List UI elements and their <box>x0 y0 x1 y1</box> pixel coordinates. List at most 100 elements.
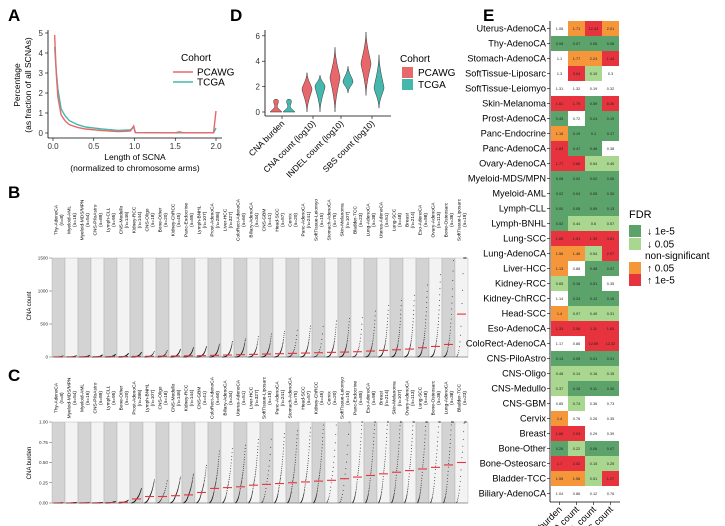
heatmap-cell <box>585 471 602 486</box>
facet-panel <box>77 257 92 358</box>
facet-label: Breast <box>379 390 385 405</box>
row-label: Myeloid-AML <box>492 189 546 199</box>
data-point <box>420 482 422 484</box>
facet-panel <box>350 421 365 504</box>
data-point <box>461 457 463 459</box>
data-point <box>333 456 335 458</box>
cell-value: 1.27 <box>607 477 614 481</box>
data-point <box>205 348 207 349</box>
data-point <box>231 345 232 347</box>
data-point <box>302 497 304 499</box>
data-point <box>383 348 385 350</box>
data-point <box>240 485 242 487</box>
legend-label: TCGA <box>418 80 446 91</box>
heatmap-cell <box>602 231 619 246</box>
data-point <box>151 354 153 356</box>
data-point <box>243 345 245 347</box>
heatmap-cell <box>568 36 585 51</box>
heatmap-cell <box>551 486 568 501</box>
data-point <box>361 317 363 319</box>
data-point <box>238 494 240 496</box>
data-point <box>270 333 272 335</box>
heatmap-cell <box>568 111 585 126</box>
legend-label: non-significant <box>645 251 710 262</box>
heatmap-cell <box>602 111 619 126</box>
cell-value: 0.86 <box>573 342 580 346</box>
facet-count: (n=241) <box>280 389 286 406</box>
data-point <box>443 500 445 502</box>
data-point <box>393 496 395 498</box>
data-point <box>242 475 243 477</box>
heatmap-cell <box>551 66 568 81</box>
heatmap-cell <box>602 291 619 306</box>
data-point <box>413 314 414 315</box>
data-point <box>257 336 259 338</box>
data-point <box>373 429 375 430</box>
data-point <box>265 488 267 489</box>
data-point <box>151 490 153 492</box>
data-point <box>268 346 270 348</box>
heatmap-cell <box>602 156 619 171</box>
data-point <box>384 461 386 463</box>
data-point <box>214 485 216 487</box>
data-point <box>359 458 360 460</box>
facet-count: (n=57) <box>306 391 312 405</box>
data-point <box>422 345 424 347</box>
heatmap-cell <box>585 396 602 411</box>
facet-count: (n=54) <box>85 213 91 227</box>
data-point <box>361 424 363 426</box>
data-point <box>335 434 337 435</box>
facet-label: Head-SCC <box>275 208 281 232</box>
data-point <box>437 436 439 438</box>
data-point <box>269 453 271 455</box>
facet-panel <box>233 421 248 504</box>
data-point <box>425 322 427 324</box>
data-point <box>398 447 400 449</box>
data-point <box>160 499 162 501</box>
facet-count: (n=107) <box>345 211 351 228</box>
data-point <box>290 494 292 496</box>
data-point <box>238 495 240 497</box>
heatmap-cell <box>551 111 568 126</box>
facet-panel <box>103 421 118 504</box>
data-point <box>386 324 388 326</box>
data-point <box>304 488 306 490</box>
data-point <box>204 475 206 477</box>
heatmap-cell <box>568 216 585 231</box>
legend-key <box>629 225 641 237</box>
data-point <box>411 332 413 334</box>
data-point <box>451 308 453 310</box>
data-point <box>332 348 334 350</box>
cell-value: 1.14 <box>556 297 563 301</box>
x-tick-label: 0.5 <box>88 142 100 151</box>
facet-label: Lung-SCC <box>418 386 424 409</box>
data-point <box>410 339 412 341</box>
heatmap-cell <box>602 456 619 471</box>
data-point <box>408 350 410 352</box>
data-point <box>358 347 360 349</box>
data-point <box>384 456 386 458</box>
data-point <box>422 346 424 348</box>
data-point <box>270 446 272 448</box>
facet-count: (n=36) <box>449 213 455 227</box>
facet-panel <box>155 257 170 358</box>
facet-panel <box>194 421 209 504</box>
data-point <box>385 453 386 455</box>
data-point <box>317 482 319 484</box>
data-point <box>410 451 412 453</box>
data-point <box>346 461 347 463</box>
cell-value: 0.15 <box>590 462 597 466</box>
data-point <box>293 348 295 350</box>
data-point <box>386 327 388 329</box>
data-point <box>397 344 399 346</box>
cell-value: 1.44 <box>607 57 614 61</box>
data-point <box>426 284 428 286</box>
row-label: Lymph-BNHL <box>491 219 546 229</box>
data-point <box>213 491 215 493</box>
facet-panel <box>402 421 417 504</box>
data-point <box>448 341 450 343</box>
data-point <box>383 347 385 349</box>
data-point <box>262 499 264 501</box>
heatmap-cell <box>568 21 585 36</box>
data-point <box>399 327 401 329</box>
